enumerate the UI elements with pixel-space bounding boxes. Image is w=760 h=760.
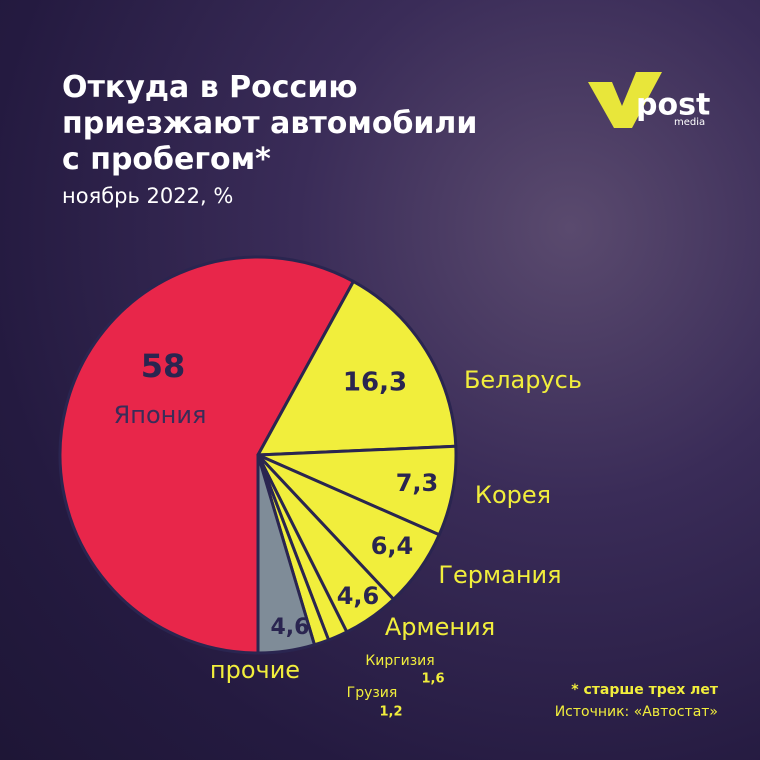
value-label: 6,4: [371, 532, 414, 560]
logo-mark: [588, 72, 662, 128]
footnote: * старше трех лет: [571, 682, 719, 698]
value-label: 16,3: [343, 368, 407, 398]
category-label: Беларусь: [464, 366, 582, 394]
category-label: Киргизия: [365, 653, 434, 669]
pie-slice: [58, 255, 355, 655]
value-label: 58: [141, 347, 186, 385]
value-label: 7,3: [396, 469, 439, 497]
pie-slice: [256, 279, 458, 457]
logo-sub: media: [674, 117, 705, 128]
value-label: 1,6: [421, 672, 444, 687]
value-label: 4,6: [271, 615, 310, 640]
category-label: Грузия: [347, 685, 398, 701]
logo-text: post: [636, 88, 710, 123]
chart-subtitle: ноябрь 2022, %: [62, 184, 234, 208]
category-label: Япония: [114, 401, 207, 429]
category-label: прочие: [210, 656, 300, 684]
category-label: Корея: [475, 481, 551, 509]
category-label: Германия: [438, 561, 561, 589]
chart-title: Откуда в Россию приезжают автомобили с п…: [62, 70, 478, 177]
value-label: 1,2: [379, 705, 402, 720]
pie-slice: [256, 453, 316, 655]
source: Источник: «Автостат»: [555, 704, 718, 720]
category-label: Армения: [385, 613, 495, 641]
value-label: 4,6: [337, 582, 380, 610]
